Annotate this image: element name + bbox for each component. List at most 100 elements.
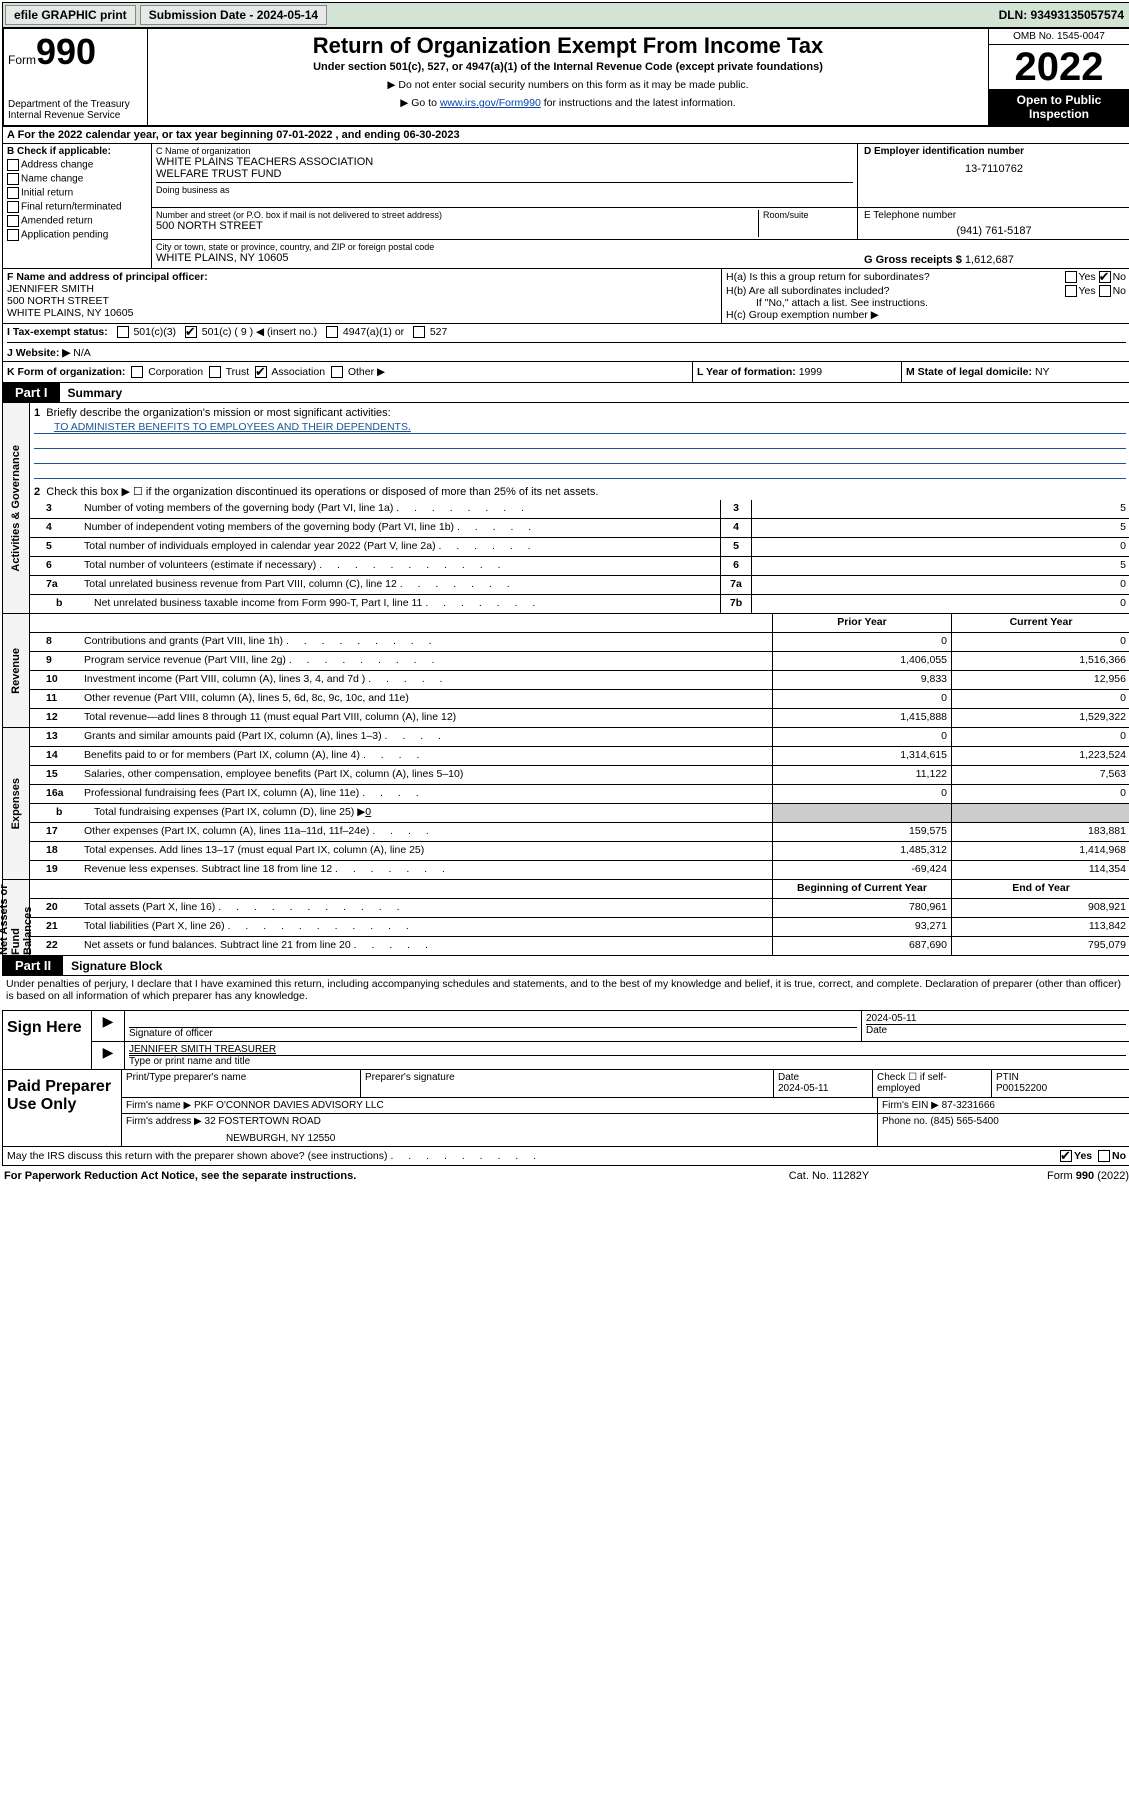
line21: Total liabilities (Part X, line 26) <box>84 920 225 932</box>
line18-prior: 1,485,312 <box>772 842 951 860</box>
hb-no-chk[interactable] <box>1099 285 1111 297</box>
self-employed-label: Check ☐ if self-employed <box>877 1072 987 1094</box>
chk-assoc[interactable] <box>255 366 267 378</box>
line15-prior: 11,122 <box>772 766 951 784</box>
chk-address-change[interactable] <box>7 159 19 171</box>
subtitle-1: Under section 501(c), 527, or 4947(a)(1)… <box>154 61 982 73</box>
chk-application-pending[interactable] <box>7 229 19 241</box>
chk-trust[interactable] <box>209 366 221 378</box>
arrow-icon: ▶ <box>103 1013 114 1029</box>
hdr-end: End of Year <box>951 880 1129 898</box>
arrow-icon-2: ▶ <box>103 1044 114 1060</box>
revenue-block: Revenue Prior Year Current Year 8Contrib… <box>2 614 1129 728</box>
prep-name-label: Print/Type preparer's name <box>126 1072 356 1083</box>
declaration-text: Under penalties of perjury, I declare th… <box>2 976 1129 1004</box>
firm-name-value: PKF O'CONNOR DAVIES ADVISORY LLC <box>194 1100 384 1111</box>
chk-501c[interactable] <box>185 326 197 338</box>
line9-curr: 1,516,366 <box>951 652 1129 670</box>
org-name-1: WHITE PLAINS TEACHERS ASSOCIATION <box>156 156 853 168</box>
row-fh: F Name and address of principal officer:… <box>2 269 1129 324</box>
header-right: OMB No. 1545-0047 2022 Open to Public In… <box>988 29 1129 125</box>
firm-ein-label: Firm's EIN ▶ <box>882 1100 939 1111</box>
mission-label: Briefly describe the organization's miss… <box>46 407 390 419</box>
ha-no-lbl: No <box>1113 271 1126 283</box>
d-ein-cell: D Employer identification number 13-7110… <box>857 144 1129 207</box>
dept-label: Department of the Treasury <box>8 99 143 110</box>
m-value: NY <box>1035 366 1050 378</box>
i-label: I Tax-exempt status: <box>7 326 108 338</box>
hb-yes-chk[interactable] <box>1065 285 1077 297</box>
address-cell: Number and street (or P.O. box if mail i… <box>152 208 857 239</box>
line4: Number of independent voting members of … <box>84 521 454 533</box>
g-gross-cell: G Gross receipts $ 1,612,687 <box>858 240 1129 268</box>
chk-4947[interactable] <box>326 326 338 338</box>
line8-curr: 0 <box>951 633 1129 651</box>
hc-label: H(c) Group exemption number ▶ <box>726 309 1126 321</box>
line16a-curr: 0 <box>951 785 1129 803</box>
m-label: M State of legal domicile: <box>906 366 1032 378</box>
sub3-post: for instructions and the latest informat… <box>541 97 736 109</box>
j-label: J Website: ▶ <box>7 347 70 359</box>
lbl-amended-return: Amended return <box>21 216 93 227</box>
l-value: 1999 <box>799 366 822 378</box>
vtab-net-assets: Net Assets or Fund Balances <box>3 880 30 955</box>
line14-curr: 1,223,524 <box>951 747 1129 765</box>
paid-preparer-label: Paid Preparer Use Only <box>3 1070 121 1146</box>
line16b-val: 0 <box>365 806 371 818</box>
row-a-text: A For the 2022 calendar year, or tax yea… <box>7 129 460 141</box>
firm-addr-value1: 32 FOSTERTOWN ROAD <box>205 1116 321 1127</box>
e-phone-cell: E Telephone number (941) 761-5187 <box>857 208 1129 239</box>
firm-addr-label: Firm's address ▶ <box>126 1116 202 1127</box>
paid-preparer-table: Paid Preparer Use Only Print/Type prepar… <box>2 1070 1129 1147</box>
line19: Revenue less expenses. Subtract line 18 … <box>84 863 332 875</box>
ha-no-chk[interactable] <box>1099 271 1111 283</box>
chk-amended-return[interactable] <box>7 215 19 227</box>
line12-prior: 1,415,888 <box>772 709 951 727</box>
officer-addr2: WHITE PLAINS, NY 10605 <box>7 307 717 319</box>
line16b-prior <box>772 804 951 822</box>
chk-initial-return[interactable] <box>7 187 19 199</box>
line22: Net assets or fund balances. Subtract li… <box>84 939 351 951</box>
c-name-cell: C Name of organization WHITE PLAINS TEAC… <box>152 144 857 207</box>
line15-curr: 7,563 <box>951 766 1129 784</box>
chk-other[interactable] <box>331 366 343 378</box>
efile-print-button[interactable]: efile GRAPHIC print <box>5 5 136 25</box>
website-value: N/A <box>73 347 91 359</box>
line19-curr: 114,354 <box>951 861 1129 879</box>
line8: Contributions and grants (Part VIII, lin… <box>84 635 283 647</box>
hdr-current-year: Current Year <box>951 614 1129 632</box>
may-irs-no-chk[interactable] <box>1098 1150 1110 1162</box>
dba-label: Doing business as <box>156 182 853 195</box>
chk-name-change[interactable] <box>7 173 19 185</box>
chk-501c3[interactable] <box>117 326 129 338</box>
firm-ein-value: 87-3231666 <box>942 1100 995 1111</box>
hb-note: If "No," attach a list. See instructions… <box>726 297 1126 309</box>
lbl-corp: Corporation <box>148 366 203 378</box>
submission-date-button[interactable]: Submission Date - 2024-05-14 <box>140 5 327 25</box>
row-ij: I Tax-exempt status: 501(c)(3) 501(c) ( … <box>2 324 1129 362</box>
irs-label: Internal Revenue Service <box>8 110 143 121</box>
net-assets-block: Net Assets or Fund Balances Beginning of… <box>2 880 1129 956</box>
firm-phone-value: (845) 565-5400 <box>930 1116 998 1127</box>
irs-link[interactable]: www.irs.gov/Form990 <box>440 97 541 109</box>
footer-left: For Paperwork Reduction Act Notice, see … <box>4 1170 729 1182</box>
chk-final-return[interactable] <box>7 201 19 213</box>
chk-527[interactable] <box>413 326 425 338</box>
signature-label: Signature of officer <box>129 1027 857 1039</box>
row-klm: K Form of organization: Corporation Trus… <box>2 362 1129 383</box>
sig-date-value: 2024-05-11 <box>866 1013 1126 1024</box>
chk-corp[interactable] <box>131 366 143 378</box>
line20: Total assets (Part X, line 16) <box>84 901 215 913</box>
hb-no-lbl: No <box>1113 285 1126 297</box>
prep-sig-label: Preparer's signature <box>365 1072 769 1083</box>
name-title-label: Type or print name and title <box>129 1055 1126 1067</box>
line12-curr: 1,529,322 <box>951 709 1129 727</box>
line14-prior: 1,314,615 <box>772 747 951 765</box>
may-irs-yes-chk[interactable] <box>1060 1150 1072 1162</box>
ha-yes-chk[interactable] <box>1065 271 1077 283</box>
officer-name-title: JENNIFER SMITH TREASURER <box>129 1044 1126 1055</box>
ptin-label: PTIN <box>996 1072 1126 1083</box>
line11-curr: 0 <box>951 690 1129 708</box>
line5-val: 0 <box>751 538 1129 556</box>
part2-label: Signature Block <box>63 959 162 973</box>
